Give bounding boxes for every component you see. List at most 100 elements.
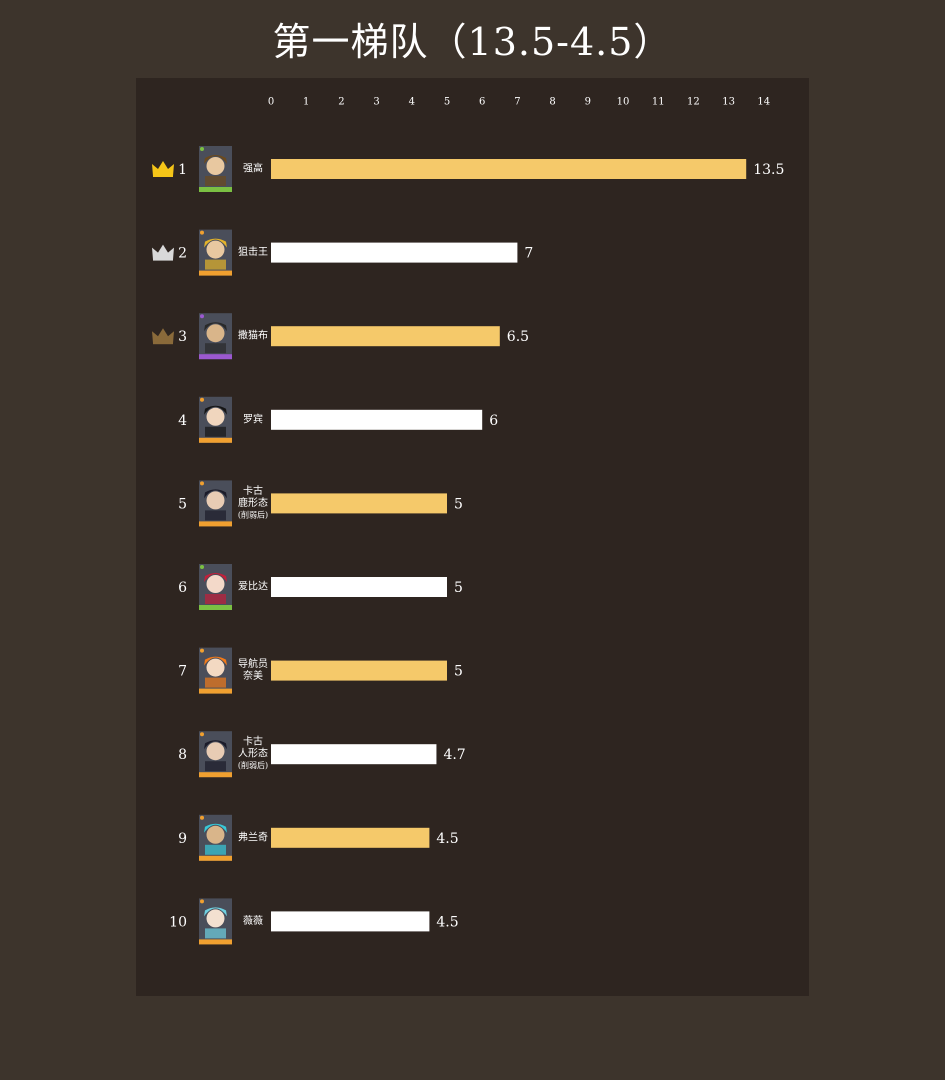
character-portrait-icon	[200, 397, 204, 402]
avatar-face	[206, 240, 225, 259]
value-label: 5	[454, 664, 463, 680]
x-tick-label: 13	[722, 97, 735, 108]
avatar-rarity-strip	[199, 772, 232, 778]
avatar-rarity-strip	[199, 688, 232, 694]
avatar-body	[205, 426, 226, 437]
value-label: 7	[524, 246, 533, 262]
bar	[271, 493, 447, 514]
x-tick-label: 0	[268, 97, 274, 108]
character-name: 导航员	[238, 657, 268, 670]
value-label: 6	[489, 413, 498, 429]
avatar-body	[205, 343, 226, 354]
avatar-hair	[204, 155, 227, 164]
x-tick-label: 5	[444, 97, 450, 108]
rank-number: 1	[178, 162, 187, 178]
character-name: 卡古	[243, 484, 263, 497]
crown-icon	[152, 244, 174, 260]
avatar-hair	[204, 573, 227, 582]
ranking-bar-chart: 0 1 2 3 4 5 6 7 8 9 10 11 12 13 141 强高 13.52 狙击王 73 撒猫布 6.54…	[152, 97, 784, 945]
avatar-face	[206, 742, 225, 761]
avatar-body	[205, 677, 226, 688]
avatar-body	[205, 761, 226, 772]
avatar-hair	[204, 656, 227, 666]
crown-base	[153, 174, 173, 177]
avatar-rarity-strip	[199, 437, 232, 443]
character-name: 撒猫布	[238, 329, 268, 342]
avatar-face	[206, 491, 225, 510]
x-tick-label: 12	[687, 97, 700, 108]
rank-number: 2	[178, 246, 187, 262]
value-label: 4.5	[436, 914, 458, 930]
character-portrait-icon	[200, 899, 204, 904]
x-tick-label: 2	[338, 97, 344, 108]
value-label: 5	[454, 580, 463, 596]
avatar-face	[206, 825, 225, 844]
character-portrait-icon	[200, 732, 204, 737]
character-portrait-icon	[200, 648, 204, 653]
bar	[271, 242, 518, 263]
avatar-rarity-strip	[199, 605, 232, 610]
bar	[271, 326, 500, 347]
x-tick-label: 9	[585, 97, 591, 108]
character-portrait-icon	[200, 147, 204, 151]
bar	[271, 159, 747, 179]
bar	[271, 827, 430, 848]
x-tick-label: 1	[303, 97, 309, 108]
value-label: 4.7	[443, 747, 465, 763]
character-name: 狙击王	[238, 246, 268, 258]
rank-number: 4	[178, 413, 187, 429]
value-label: 13.5	[753, 162, 784, 178]
avatar-hair	[204, 740, 227, 750]
rank-number: 9	[178, 831, 187, 847]
avatar-rarity-strip	[199, 270, 232, 276]
avatar-body	[205, 510, 226, 521]
avatar-body	[205, 928, 226, 939]
character-name: 强高	[243, 162, 263, 175]
rank-number: 8	[178, 747, 187, 763]
avatar-face	[206, 157, 225, 175]
x-tick-label: 3	[373, 97, 379, 108]
page-title: 第一梯队（13.5-4.5）	[272, 20, 673, 64]
avatar-rarity-strip	[199, 939, 232, 945]
avatar-hair	[204, 238, 227, 248]
avatar-body	[205, 844, 226, 855]
avatar-hair	[204, 823, 227, 833]
avatar-body	[205, 176, 226, 186]
avatar-hair	[204, 907, 227, 917]
character-name: 卡古	[243, 735, 263, 748]
x-tick-label: 11	[652, 97, 665, 108]
avatar-face	[206, 909, 225, 928]
character-name: 鹿形态	[238, 496, 268, 509]
x-tick-label: 8	[549, 97, 555, 108]
avatar-face	[206, 575, 225, 593]
chart-panel: 0 1 2 3 4 5 6 7 8 9 10 11 12 13 14 1 强高 13.5 2 狙击王 7 3 撒猫布 6.5 4…	[136, 78, 809, 996]
avatar-hair	[204, 405, 227, 415]
character-name: 薇薇	[243, 915, 263, 927]
rank-number: 3	[178, 329, 187, 345]
avatar-hair	[204, 322, 227, 332]
character-name: 人形态	[238, 747, 268, 760]
character-portrait-icon	[200, 481, 204, 486]
x-tick-label: 6	[479, 97, 485, 108]
avatar-rarity-strip	[199, 855, 232, 861]
bar	[271, 660, 447, 681]
avatar-body	[205, 259, 226, 270]
x-tick-label: 4	[409, 97, 415, 108]
character-portrait-icon	[200, 815, 204, 820]
crown-base	[153, 341, 173, 345]
rank-number: 7	[178, 664, 187, 680]
avatar-face	[206, 658, 225, 677]
bar	[271, 911, 430, 932]
avatar-rarity-strip	[199, 354, 232, 360]
character-portrait-icon	[200, 314, 204, 319]
avatar-hair	[204, 489, 227, 499]
rank-number: 6	[178, 580, 187, 596]
avatar-face	[206, 324, 225, 343]
crown-base	[153, 257, 173, 261]
character-name: (削弱后)	[238, 509, 268, 519]
character-name: 爱比达	[238, 580, 268, 593]
value-label: 5	[454, 496, 463, 512]
avatar-face	[206, 407, 225, 426]
avatar-rarity-strip	[199, 187, 232, 192]
x-tick-label: 14	[757, 97, 770, 108]
